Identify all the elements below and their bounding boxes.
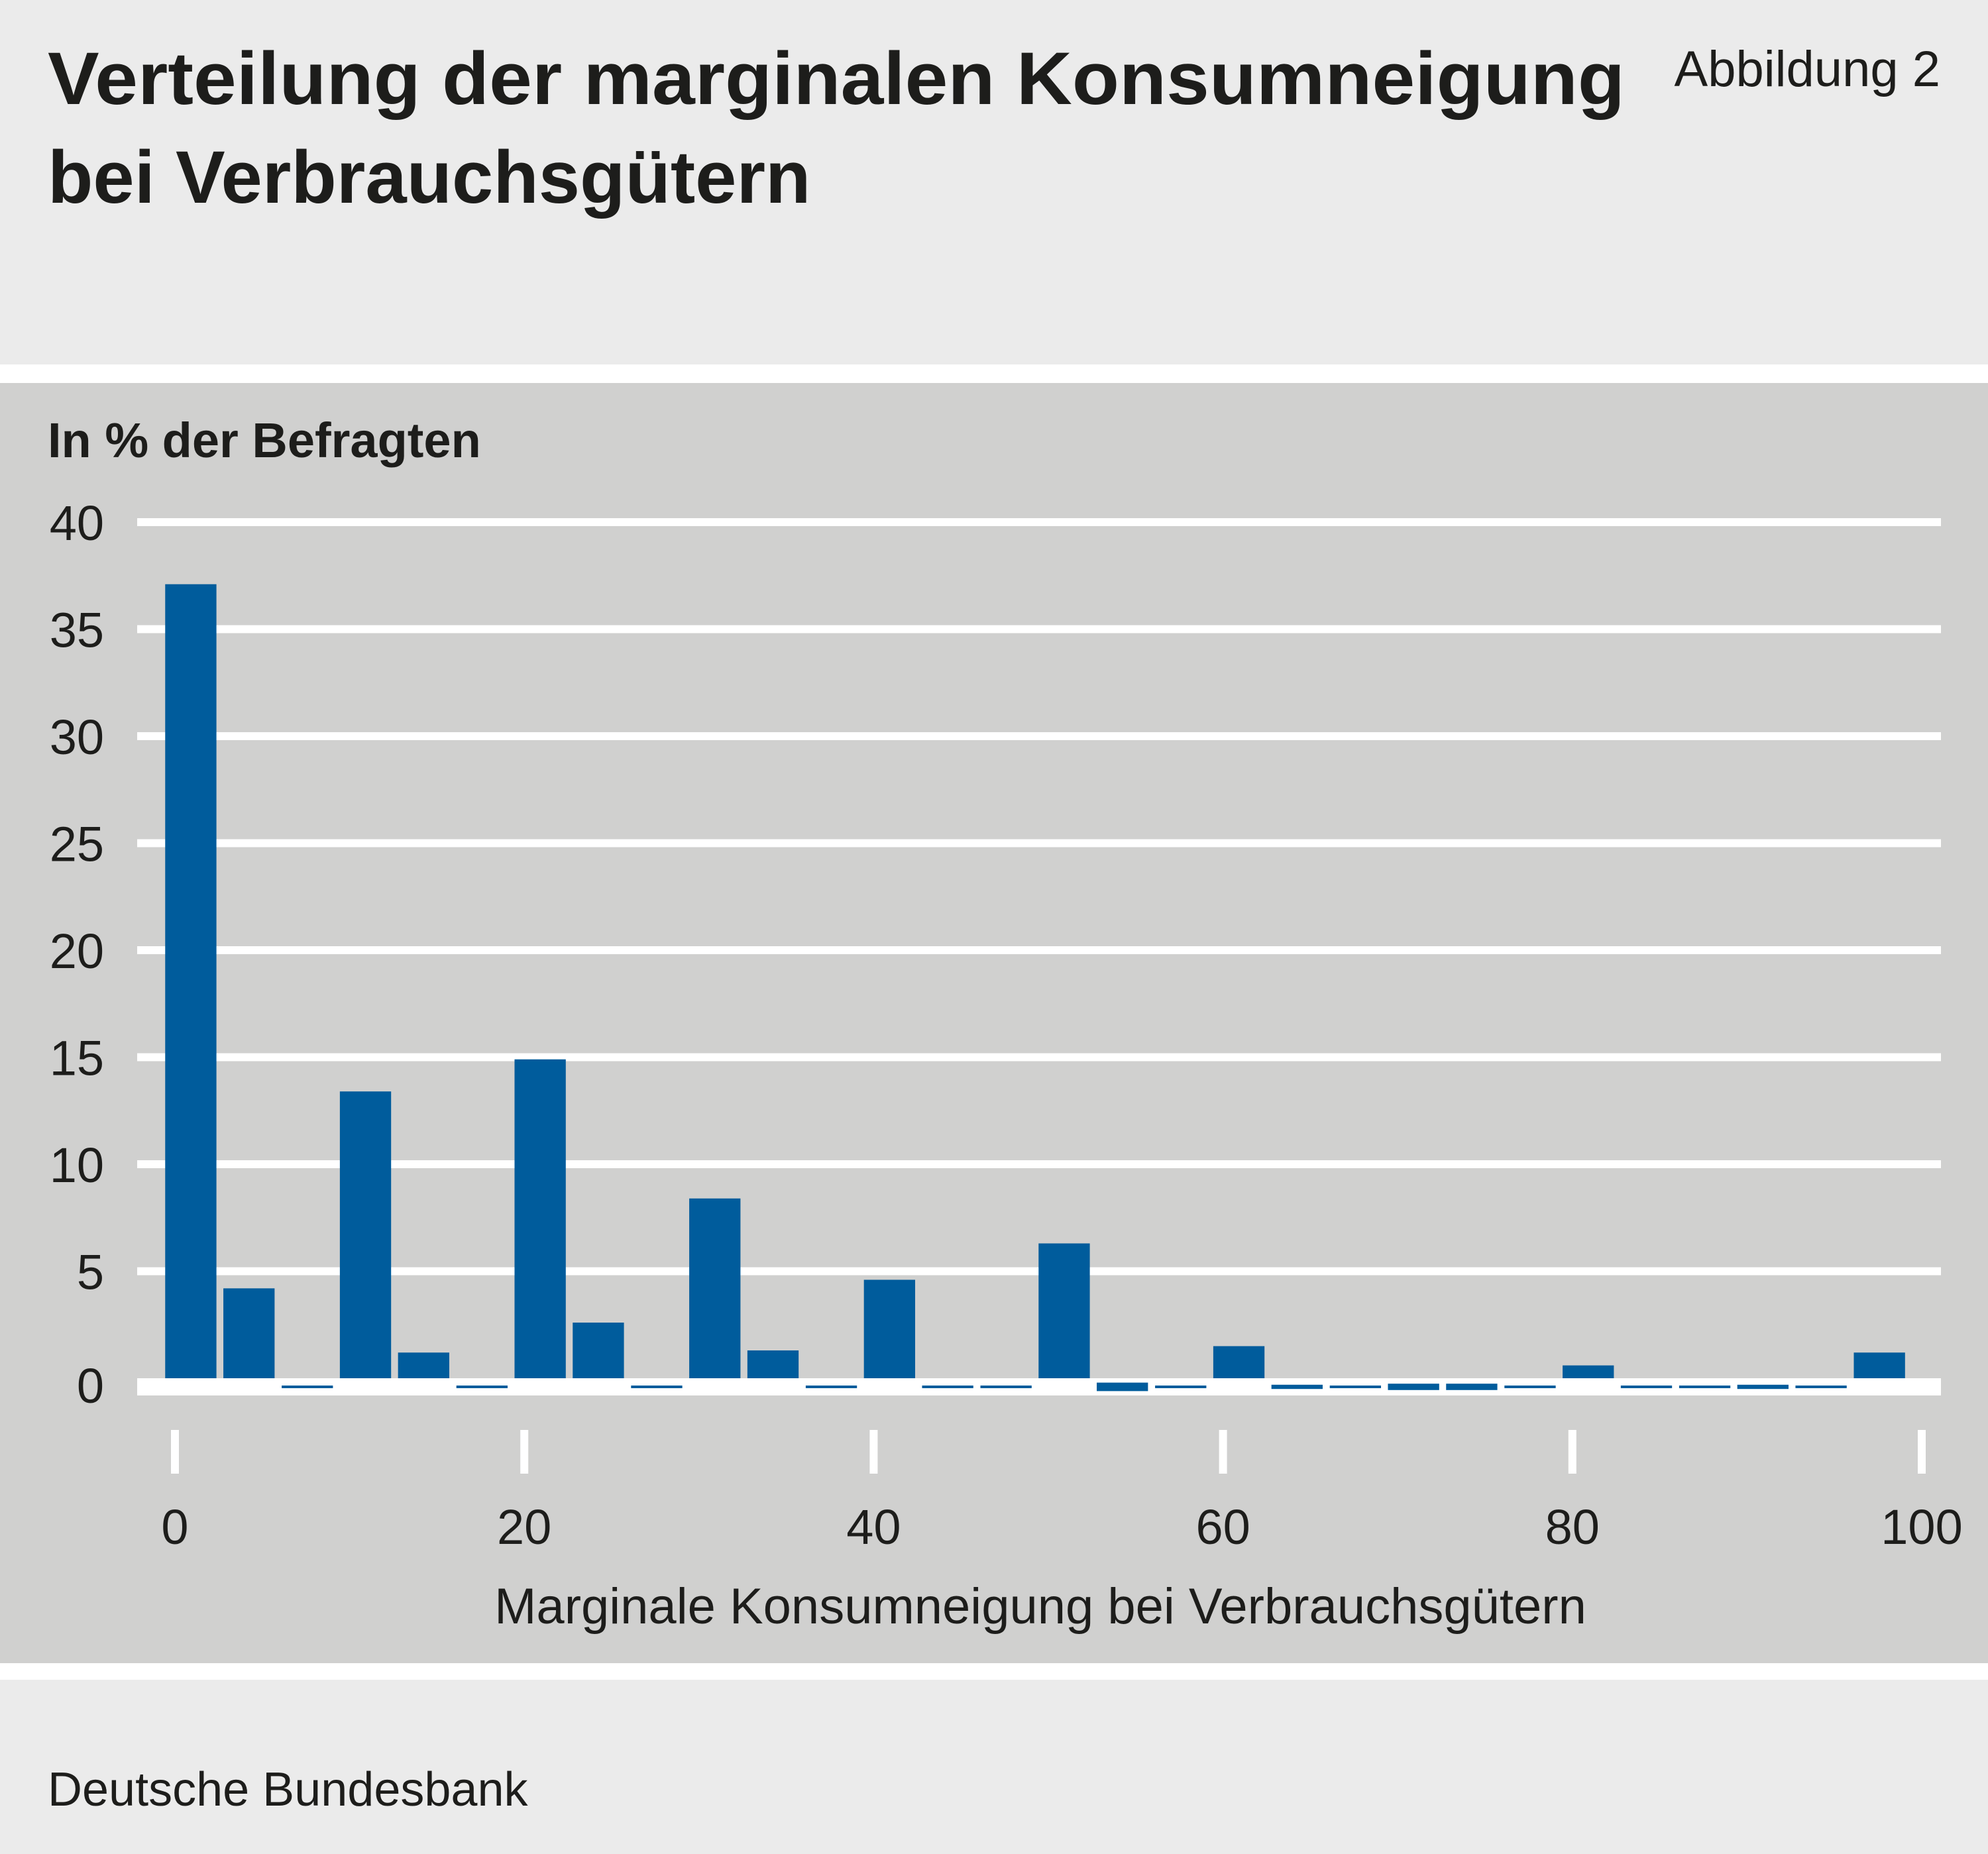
figure-label: Abbildung 2 bbox=[1675, 41, 1940, 97]
bars bbox=[165, 584, 1905, 1391]
y-tick-label: 20 bbox=[50, 924, 104, 979]
bar bbox=[1737, 1384, 1789, 1390]
gridlines bbox=[137, 518, 1941, 1395]
bar bbox=[1853, 1352, 1905, 1378]
x-ticks: 0 20 40 60 80 100 bbox=[161, 1430, 1963, 1554]
bar bbox=[922, 1386, 973, 1388]
bar bbox=[1329, 1386, 1382, 1388]
bar bbox=[980, 1386, 1032, 1388]
bar bbox=[805, 1386, 857, 1388]
bar bbox=[1097, 1382, 1148, 1391]
x-tick-label: 100 bbox=[1881, 1500, 1962, 1554]
chart-panel bbox=[0, 383, 1988, 1663]
x-tick-mark bbox=[1219, 1430, 1227, 1474]
y-tick-label: 30 bbox=[50, 710, 104, 765]
y-axis-label: In % der Befragten bbox=[48, 413, 481, 468]
x-tick-label: 80 bbox=[1545, 1500, 1600, 1554]
x-tick-mark bbox=[171, 1430, 179, 1474]
chart-title-line2: bei Verbrauchsgütern bbox=[48, 136, 810, 219]
x-tick-mark bbox=[869, 1430, 878, 1474]
gridline bbox=[137, 1053, 1941, 1062]
bar bbox=[1213, 1346, 1265, 1378]
x-axis-label: Marginale Konsumneigung bei Verbrauchsgü… bbox=[494, 1578, 1586, 1635]
y-tick-label: 35 bbox=[50, 603, 104, 658]
footer-background bbox=[0, 1680, 1988, 1854]
bar bbox=[573, 1323, 624, 1378]
chart-title-line1: Verteilung der marginalen Konsumneigung bbox=[48, 37, 1625, 120]
y-tick-label: 0 bbox=[77, 1358, 104, 1413]
bar bbox=[165, 584, 217, 1379]
x-tick-label: 20 bbox=[497, 1500, 551, 1554]
x-tick-mark bbox=[1918, 1430, 1926, 1474]
bar bbox=[747, 1350, 799, 1378]
bar bbox=[514, 1059, 566, 1378]
bar bbox=[398, 1352, 449, 1378]
x-tick-label: 60 bbox=[1195, 1500, 1250, 1554]
bar bbox=[1504, 1386, 1556, 1388]
bar bbox=[689, 1198, 741, 1378]
gridline bbox=[137, 839, 1941, 847]
y-tick-label: 15 bbox=[50, 1031, 104, 1086]
x-tick-mark bbox=[1568, 1430, 1576, 1474]
bar bbox=[631, 1386, 683, 1388]
gridline bbox=[137, 946, 1941, 954]
header-background bbox=[0, 0, 1988, 364]
bar bbox=[339, 1091, 392, 1378]
x-tick-label: 0 bbox=[161, 1500, 188, 1554]
x-tick-label: 40 bbox=[846, 1500, 901, 1554]
bar bbox=[282, 1386, 333, 1388]
bar bbox=[1271, 1384, 1323, 1390]
bar bbox=[1038, 1243, 1090, 1378]
bar bbox=[1620, 1386, 1673, 1388]
y-tick-label: 5 bbox=[77, 1245, 104, 1300]
bar bbox=[456, 1386, 508, 1388]
bar bbox=[1795, 1386, 1847, 1388]
bar bbox=[863, 1280, 915, 1378]
gridline bbox=[137, 1160, 1941, 1168]
x-tick-mark bbox=[520, 1430, 529, 1474]
bar bbox=[1446, 1384, 1498, 1390]
y-tick-labels: 0 5 10 15 20 25 30 35 40 bbox=[50, 496, 104, 1413]
bar bbox=[1679, 1386, 1731, 1388]
bar bbox=[1563, 1365, 1614, 1378]
bar bbox=[223, 1288, 275, 1378]
y-tick-label: 25 bbox=[50, 817, 104, 872]
source-label: Deutsche Bundesbank bbox=[48, 1763, 529, 1816]
y-tick-label: 10 bbox=[50, 1138, 104, 1193]
gridline bbox=[137, 625, 1941, 633]
y-tick-label: 40 bbox=[50, 496, 104, 551]
gridline bbox=[137, 732, 1941, 740]
gridline bbox=[137, 518, 1941, 526]
bar bbox=[1388, 1384, 1439, 1390]
bar bbox=[1155, 1386, 1207, 1388]
